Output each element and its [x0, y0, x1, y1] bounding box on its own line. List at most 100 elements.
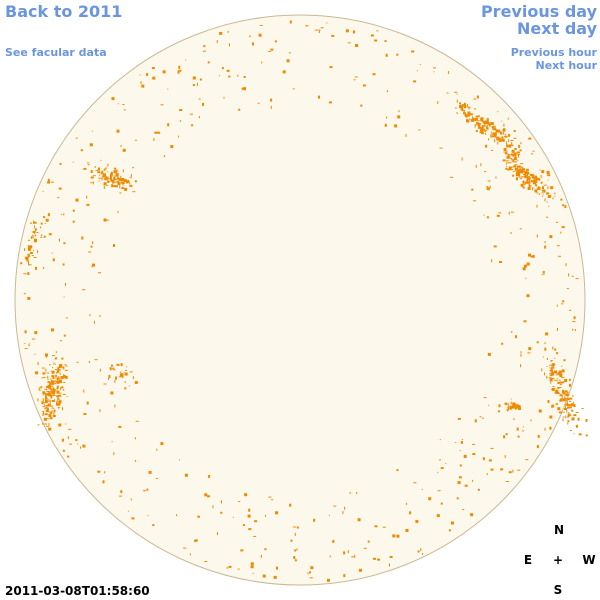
- facula: [459, 450, 461, 451]
- facula: [538, 409, 542, 413]
- facula: [354, 554, 356, 558]
- facula: [33, 221, 37, 224]
- back-link[interactable]: Back to 2011: [5, 2, 122, 21]
- facula: [499, 261, 503, 263]
- facula: [160, 442, 164, 446]
- facula: [561, 377, 565, 379]
- facula: [554, 370, 557, 374]
- facula: [357, 518, 361, 522]
- facula: [440, 467, 444, 470]
- facula: [557, 407, 561, 411]
- facula: [548, 377, 552, 379]
- facula: [333, 505, 337, 507]
- facula: [132, 167, 135, 169]
- facula: [509, 406, 512, 410]
- previous-day-link[interactable]: Previous day: [481, 2, 598, 21]
- facula: [536, 445, 539, 449]
- facula: [553, 365, 555, 369]
- next-day-link[interactable]: Next day: [517, 19, 598, 38]
- facula: [503, 130, 505, 134]
- facula: [507, 117, 509, 120]
- facula: [568, 406, 572, 409]
- facula: [569, 309, 572, 311]
- facula: [262, 574, 266, 578]
- facula: [53, 380, 57, 382]
- facula: [146, 488, 149, 491]
- facula: [562, 416, 565, 418]
- facula: [42, 190, 44, 192]
- facula: [197, 82, 198, 86]
- facula: [477, 123, 480, 127]
- facula: [314, 29, 318, 31]
- facula: [48, 411, 52, 413]
- facula: [135, 420, 139, 422]
- facula: [541, 192, 544, 194]
- facula: [228, 565, 232, 568]
- facula: [457, 481, 461, 485]
- facula: [538, 186, 540, 188]
- facula: [103, 173, 106, 177]
- facula: [45, 410, 49, 412]
- facula: [35, 266, 37, 270]
- facula: [27, 239, 30, 241]
- facula: [60, 376, 63, 380]
- facula: [33, 225, 35, 229]
- facula: [564, 397, 567, 400]
- facula: [97, 470, 101, 473]
- facula: [92, 175, 96, 177]
- facular-link[interactable]: See facular data: [5, 46, 107, 59]
- facula: [517, 174, 521, 177]
- facula: [521, 172, 523, 174]
- facula: [550, 379, 552, 382]
- facula: [90, 176, 94, 179]
- facula: [528, 137, 532, 140]
- facula: [51, 385, 54, 387]
- facula: [99, 315, 101, 318]
- facula: [458, 476, 462, 479]
- facula: [63, 367, 65, 370]
- facula: [184, 473, 188, 477]
- facula: [47, 381, 51, 384]
- facula: [572, 405, 576, 407]
- next-hour-link[interactable]: Next hour: [536, 59, 598, 72]
- facula: [540, 181, 543, 184]
- facula: [45, 418, 49, 420]
- facula: [24, 248, 26, 252]
- facula: [82, 289, 86, 291]
- facula: [550, 380, 552, 384]
- facula: [178, 69, 182, 72]
- facula: [475, 130, 478, 132]
- facula: [90, 182, 93, 184]
- facula: [44, 406, 47, 408]
- facula: [58, 365, 62, 369]
- facula: [528, 347, 532, 351]
- facula: [63, 242, 66, 245]
- facula: [106, 179, 109, 181]
- facula: [47, 384, 49, 388]
- facula: [53, 409, 55, 413]
- facula: [575, 412, 579, 413]
- facula: [509, 166, 511, 169]
- facula: [258, 33, 262, 37]
- facula: [419, 64, 421, 66]
- facula: [125, 369, 128, 371]
- facula: [243, 76, 246, 78]
- facula: [35, 234, 36, 237]
- facula: [23, 273, 27, 275]
- facula: [40, 389, 42, 391]
- facula: [504, 455, 506, 459]
- facula: [221, 67, 224, 70]
- previous-hour-link[interactable]: Previous hour: [511, 46, 598, 59]
- facula: [110, 179, 114, 182]
- facula: [276, 566, 278, 570]
- facula: [117, 211, 119, 214]
- facula: [289, 503, 292, 507]
- facula: [46, 391, 50, 392]
- facula: [501, 136, 504, 139]
- facula: [48, 427, 52, 431]
- facula: [116, 363, 120, 366]
- facula: [544, 372, 546, 376]
- facula: [530, 185, 532, 187]
- facula: [113, 176, 116, 178]
- facula: [527, 173, 528, 177]
